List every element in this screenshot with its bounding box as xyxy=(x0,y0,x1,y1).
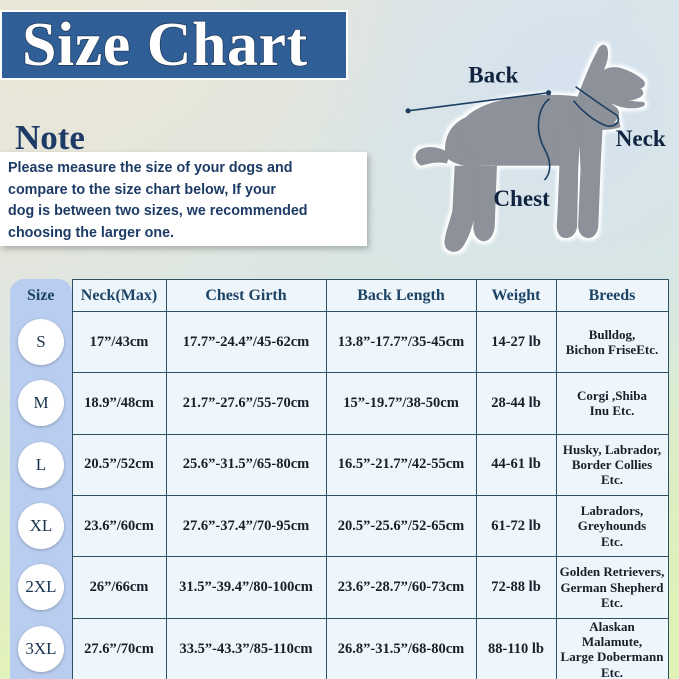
svg-text:Chest: Chest xyxy=(493,185,550,211)
svg-text:Back: Back xyxy=(468,62,518,88)
svg-text:Neck: Neck xyxy=(616,125,666,151)
